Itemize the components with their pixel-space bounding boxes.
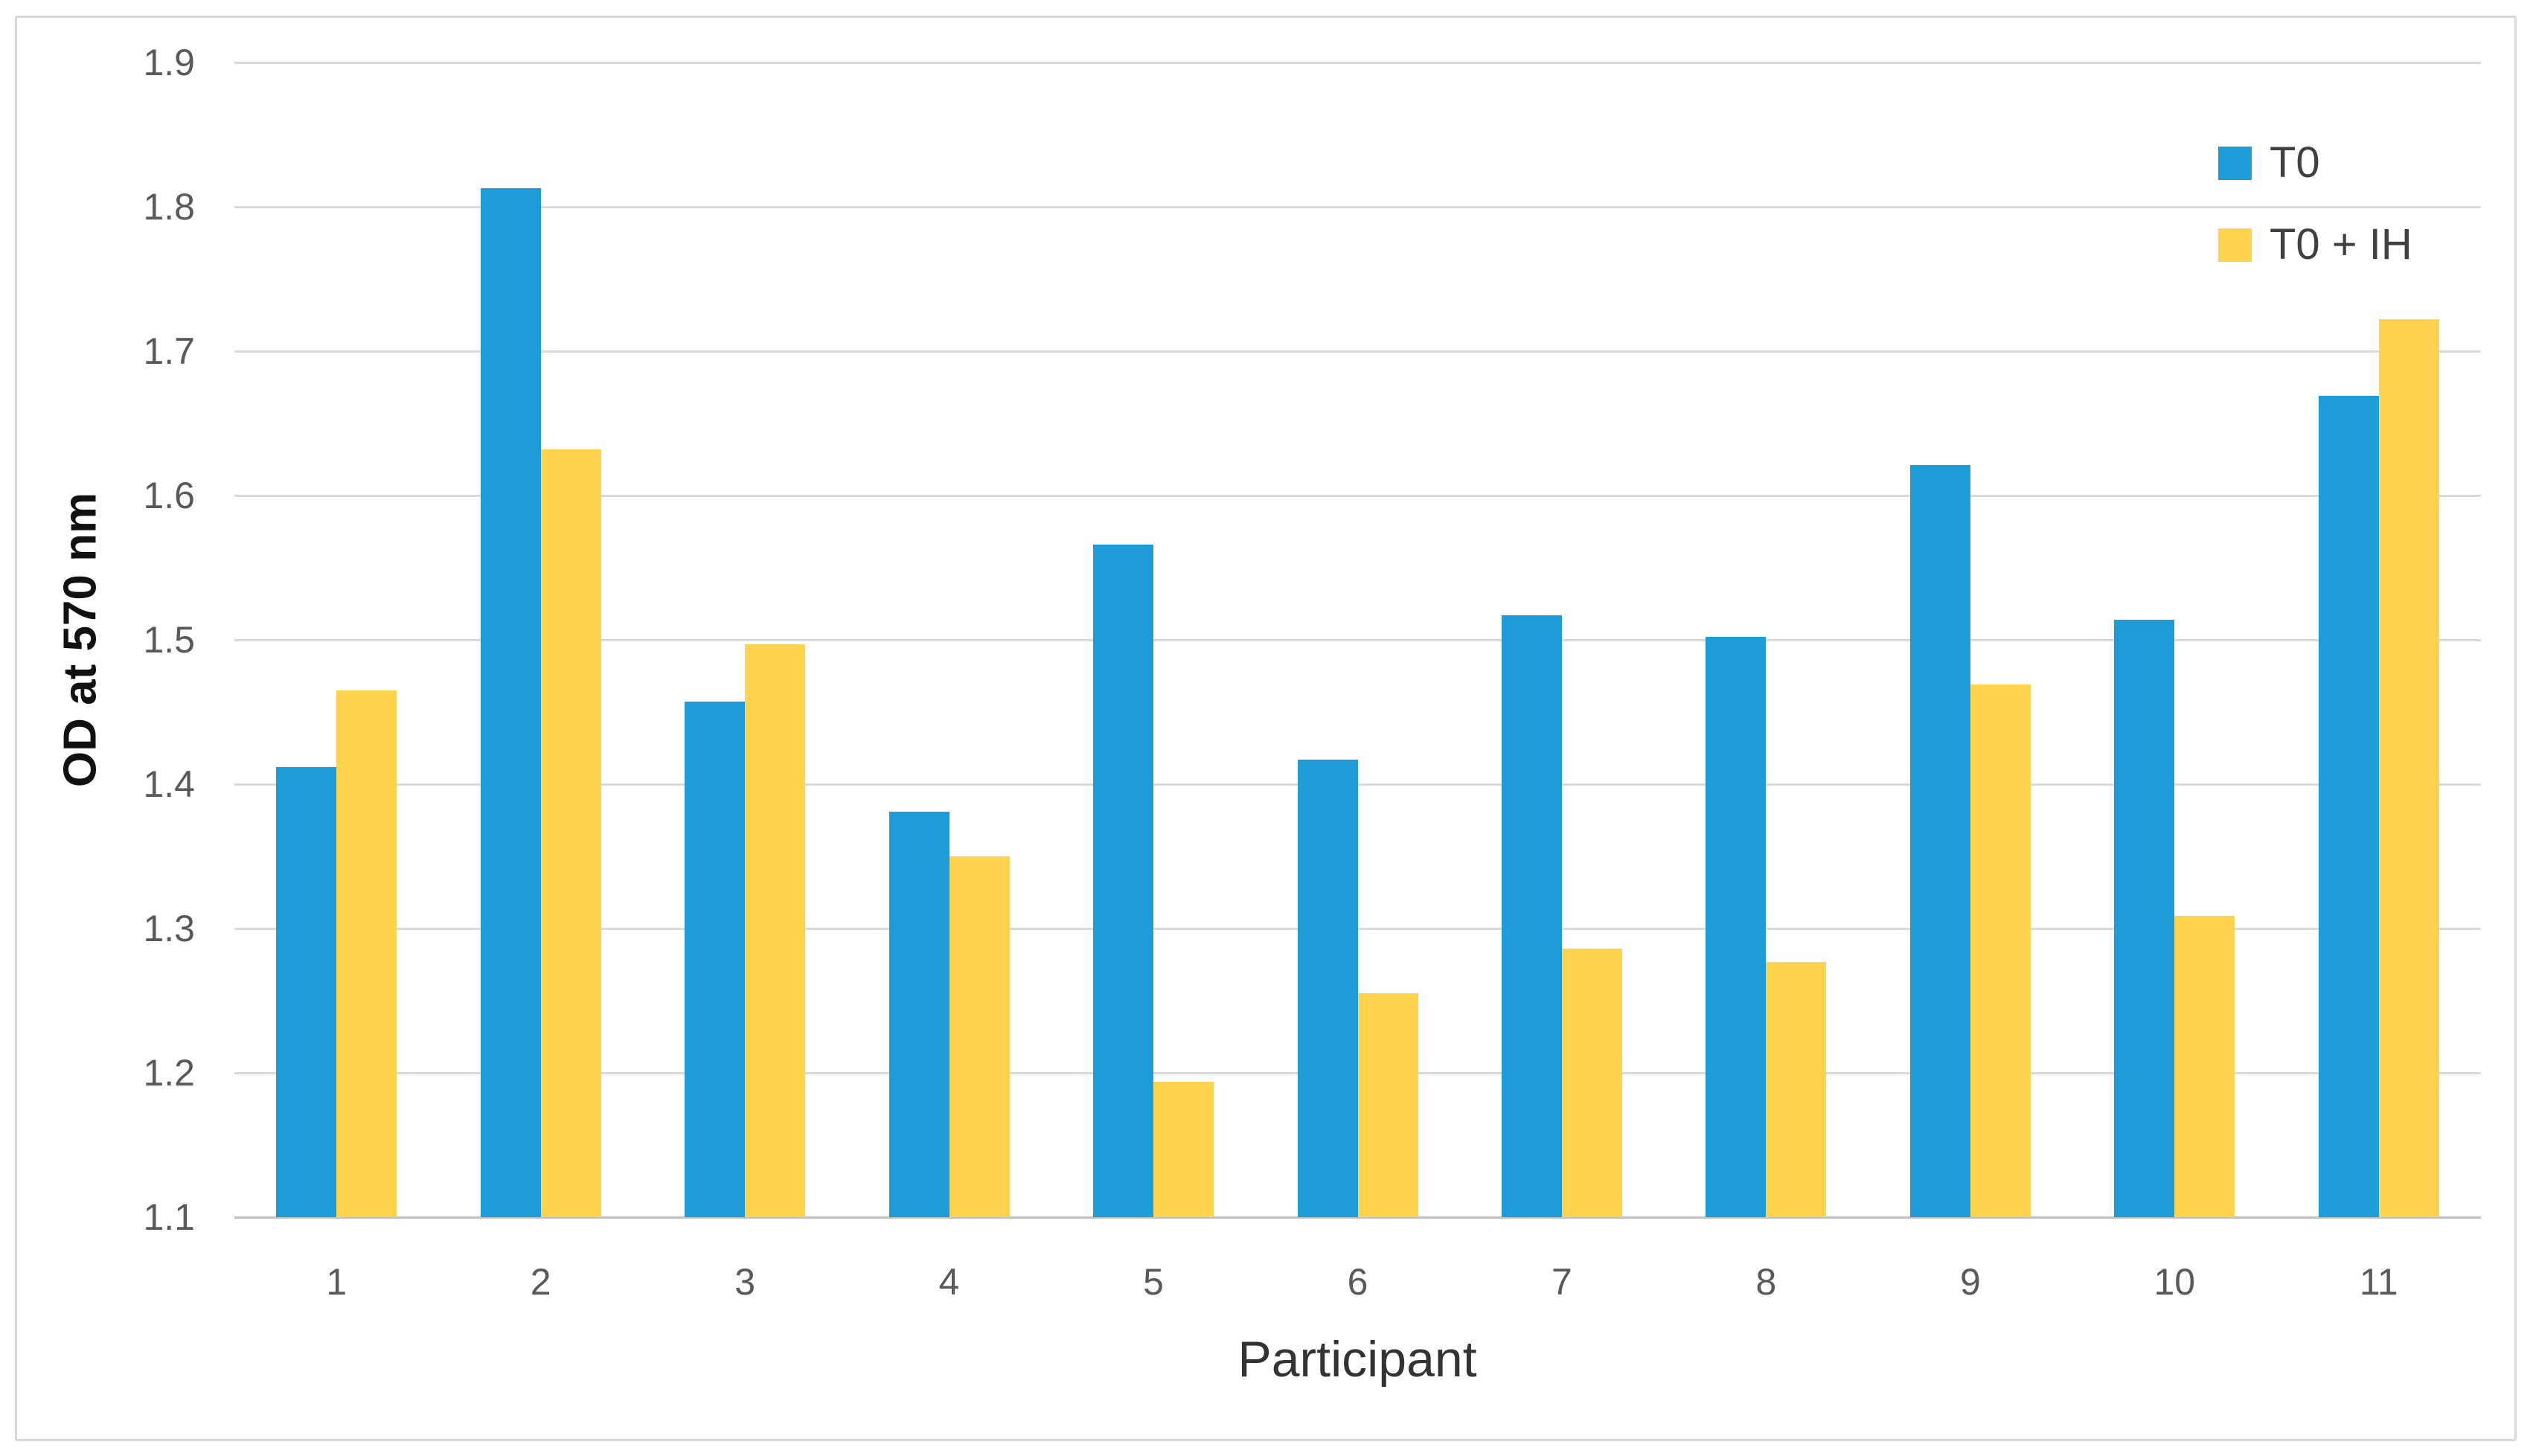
bar-t0-participant-8 xyxy=(1706,637,1767,1217)
x-tick-label-2: 2 xyxy=(530,1261,551,1303)
x-tick-label-1: 1 xyxy=(326,1261,348,1303)
x-tick-label-5: 5 xyxy=(1143,1261,1164,1303)
y-tick-label-1.7: 1.7 xyxy=(143,330,195,372)
x-axis-title: Participant xyxy=(1237,1331,1477,1388)
gridline xyxy=(234,206,2481,208)
x-tick-label-8: 8 xyxy=(1755,1261,1777,1303)
bar-t0-participant-5 xyxy=(1093,544,1154,1217)
y-tick-label-1.6: 1.6 xyxy=(143,475,195,516)
bar-t0-ih-participant-11 xyxy=(2378,319,2439,1217)
gridline xyxy=(234,928,2481,930)
y-tick-label-1.1: 1.1 xyxy=(143,1196,195,1238)
x-tick-label-10: 10 xyxy=(2153,1261,2196,1303)
bar-t0-participant-9 xyxy=(1909,465,1970,1217)
gridline xyxy=(234,639,2481,641)
y-tick-label-1.8: 1.8 xyxy=(143,186,195,228)
plot-area xyxy=(234,62,2481,1219)
bar-t0-participant-3 xyxy=(685,702,746,1217)
x-tick-label-3: 3 xyxy=(734,1261,756,1303)
gridline xyxy=(234,783,2481,786)
bar-t0-participant-7 xyxy=(1501,615,1562,1217)
bar-t0-ih-participant-5 xyxy=(1153,1081,1214,1217)
bar-t0-participant-11 xyxy=(2318,396,2379,1217)
bar-t0-ih-participant-6 xyxy=(1357,993,1418,1217)
gridline xyxy=(234,495,2481,497)
y-tick-label-1.3: 1.3 xyxy=(143,908,195,949)
bar-t0-participant-1 xyxy=(276,766,337,1217)
bar-t0-ih-participant-7 xyxy=(1561,949,1622,1217)
bar-t0-ih-participant-4 xyxy=(949,856,1010,1217)
bar-t0-ih-participant-3 xyxy=(745,644,806,1217)
y-tick-label-1.2: 1.2 xyxy=(143,1052,195,1094)
legend-item-t0: T0 xyxy=(2218,141,2412,185)
bar-t0-participant-6 xyxy=(1297,760,1358,1217)
x-tick-label-4: 4 xyxy=(938,1261,960,1303)
bar-t0-ih-participant-2 xyxy=(540,449,601,1217)
x-tick-label-9: 9 xyxy=(1959,1261,1981,1303)
gridline xyxy=(234,350,2481,353)
legend-item-t0-ih: T0 + IH xyxy=(2218,223,2412,266)
bar-t0-ih-participant-10 xyxy=(2174,915,2235,1217)
bar-t0-ih-participant-8 xyxy=(1766,961,1827,1217)
bar-t0-participant-2 xyxy=(480,187,541,1217)
bar-t0-ih-participant-1 xyxy=(336,690,397,1217)
x-tick-label-6: 6 xyxy=(1347,1261,1368,1303)
bar-t0-participant-10 xyxy=(2114,619,2175,1217)
gridline xyxy=(234,62,2481,64)
x-tick-label-11: 11 xyxy=(2359,1261,2398,1303)
x-tick-label-7: 7 xyxy=(1551,1261,1572,1303)
legend-swatch-t0 xyxy=(2218,146,2252,180)
bar-t0-participant-4 xyxy=(888,811,949,1217)
legend: T0 T0 + IH xyxy=(2218,141,2412,310)
x-axis-line xyxy=(234,1216,2481,1219)
y-tick-label-1.4: 1.4 xyxy=(143,763,195,805)
y-tick-label-1.9: 1.9 xyxy=(143,42,195,83)
y-tick-label-1.5: 1.5 xyxy=(143,619,195,661)
bar-t0-ih-participant-9 xyxy=(1970,684,2031,1217)
legend-label-t0: T0 xyxy=(2270,138,2320,187)
legend-label-t0-ih: T0 + IH xyxy=(2270,220,2412,269)
y-axis-title: OD at 570 nm xyxy=(54,492,106,788)
legend-swatch-t0-ih xyxy=(2218,228,2252,262)
